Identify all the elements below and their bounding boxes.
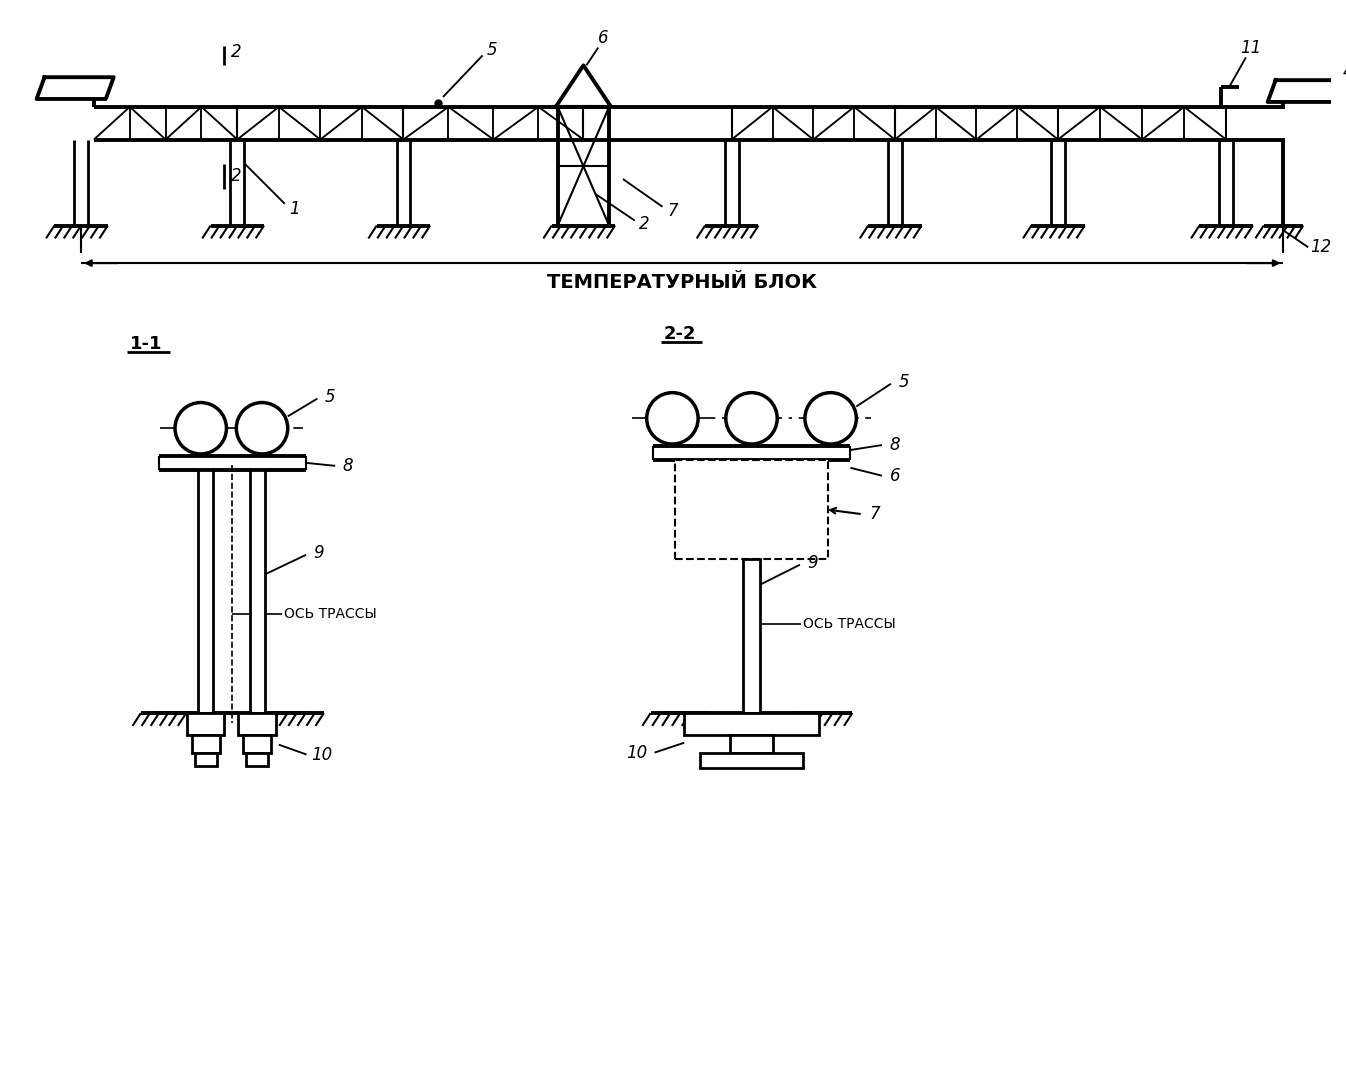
Text: ОСЬ ТРАССЫ: ОСЬ ТРАССЫ xyxy=(804,617,895,631)
Text: 2: 2 xyxy=(232,43,242,61)
Text: 10: 10 xyxy=(626,743,647,761)
Polygon shape xyxy=(556,66,611,107)
Text: 1: 1 xyxy=(289,199,300,218)
Bar xyxy=(198,470,213,713)
Text: 7: 7 xyxy=(668,201,678,220)
Text: 1-1: 1-1 xyxy=(131,335,163,353)
Bar xyxy=(700,753,804,768)
Polygon shape xyxy=(1268,80,1346,102)
Text: 5: 5 xyxy=(487,41,498,58)
Bar xyxy=(249,470,265,713)
Bar xyxy=(684,713,818,735)
Text: 2-2: 2-2 xyxy=(664,325,697,344)
Circle shape xyxy=(175,403,226,453)
Circle shape xyxy=(725,393,777,444)
Bar xyxy=(187,713,225,735)
Text: 10: 10 xyxy=(311,745,332,764)
Text: 6: 6 xyxy=(890,466,900,485)
Text: 4: 4 xyxy=(1342,64,1346,81)
Text: 9: 9 xyxy=(314,544,324,562)
Text: ОСЬ ТРАССЫ: ОСЬ ТРАССЫ xyxy=(284,607,377,621)
Text: 5: 5 xyxy=(899,373,909,391)
Text: 8: 8 xyxy=(343,457,354,475)
Text: 8: 8 xyxy=(890,436,900,454)
Text: ТЕМПЕРАТУРНЫЙ БЛОК: ТЕМПЕРАТУРНЫЙ БЛОК xyxy=(548,274,817,292)
Bar xyxy=(246,753,268,767)
Bar xyxy=(743,559,760,713)
Text: 11: 11 xyxy=(1240,39,1261,57)
Bar xyxy=(674,460,828,559)
Text: 6: 6 xyxy=(598,29,608,46)
Bar xyxy=(730,735,773,753)
Text: 9: 9 xyxy=(808,554,818,572)
Bar xyxy=(195,753,217,767)
Text: 2: 2 xyxy=(232,167,242,185)
Text: 5: 5 xyxy=(324,388,335,406)
Text: 2: 2 xyxy=(639,214,650,233)
Circle shape xyxy=(805,393,856,444)
Bar xyxy=(244,735,271,753)
Text: 12: 12 xyxy=(1311,238,1331,256)
Circle shape xyxy=(646,393,699,444)
Polygon shape xyxy=(36,78,113,99)
Bar xyxy=(192,735,219,753)
Circle shape xyxy=(237,403,288,453)
Text: 7: 7 xyxy=(870,505,880,523)
Bar xyxy=(238,713,276,735)
